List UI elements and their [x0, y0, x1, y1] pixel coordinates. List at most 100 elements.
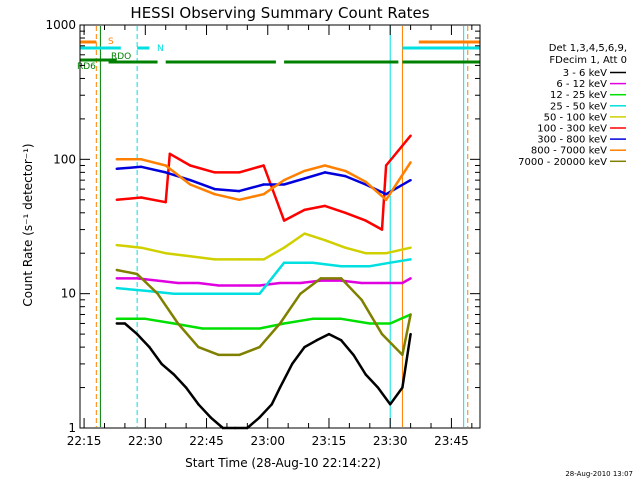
data-point	[401, 386, 404, 389]
data-point	[291, 362, 294, 366]
data-point	[213, 171, 216, 174]
data-point	[389, 403, 392, 406]
data-point	[197, 345, 200, 349]
data-point	[201, 327, 204, 330]
y-tick-label: 1000	[45, 18, 76, 32]
data-point	[340, 265, 343, 268]
data-point	[340, 339, 343, 342]
data-point	[262, 193, 265, 196]
data-point	[384, 198, 388, 201]
data-point	[299, 292, 302, 295]
data-point	[364, 180, 367, 184]
data-point	[344, 174, 347, 178]
x-tick-label: 23:30	[373, 434, 408, 448]
data-point	[140, 196, 143, 199]
data-point	[270, 403, 274, 406]
data-point	[327, 332, 331, 336]
data-point	[344, 211, 347, 214]
legend-entry-label: 100 - 300 keV	[537, 124, 607, 135]
data-point	[189, 183, 192, 186]
data-point	[262, 258, 265, 261]
data-point	[189, 255, 192, 258]
y-axis: 1 10 100 1000	[45, 18, 480, 435]
data-point	[262, 164, 265, 167]
plot-area: S N RDO RD6	[77, 26, 480, 430]
data-point	[156, 292, 159, 295]
data-point	[237, 258, 241, 261]
state-lines-layer: S N RDO RD6	[77, 26, 480, 427]
data-point	[409, 161, 412, 164]
data-point	[135, 272, 139, 276]
legend-header: FDecim 1, Att 0	[549, 55, 627, 66]
legend-entry-label: 300 - 800 keV	[537, 135, 607, 146]
timestamp: 28-Aug-2010 13:07	[565, 470, 633, 478]
data-point	[323, 171, 327, 174]
data-point	[364, 219, 367, 222]
y-axis-label: Count Rate (s⁻¹ detector⁻¹)	[21, 143, 35, 306]
data-point	[303, 232, 306, 235]
series-line-4	[116, 258, 411, 295]
data-point	[229, 327, 233, 330]
data-point	[409, 332, 412, 336]
data-point	[115, 317, 118, 320]
x-tick-label: 22:45	[189, 434, 224, 448]
x-tick-label: 23:45	[434, 434, 469, 448]
data-point	[384, 252, 388, 255]
data-point	[135, 277, 139, 280]
data-point	[115, 243, 118, 247]
data-point	[282, 322, 286, 325]
data-point	[115, 268, 118, 272]
data-point	[299, 281, 302, 285]
data-point	[409, 277, 412, 280]
data-point	[140, 165, 143, 168]
state-flag-rd6: RD6	[77, 62, 96, 72]
data-point	[344, 169, 347, 173]
data-point	[156, 279, 159, 282]
series-layer	[115, 134, 412, 430]
data-point	[115, 277, 118, 280]
data-point	[189, 164, 192, 167]
data-point	[217, 284, 220, 287]
data-point	[197, 281, 200, 285]
data-point	[409, 258, 412, 261]
legend-header: Det 1,3,4,5,6,9,	[549, 43, 627, 54]
y-tick-label: 10	[61, 287, 76, 301]
data-point	[217, 353, 220, 357]
data-point	[303, 345, 306, 349]
data-point	[323, 164, 327, 167]
data-point	[262, 183, 265, 186]
data-point	[409, 313, 412, 316]
series-line-2	[116, 277, 412, 287]
data-point	[144, 289, 147, 293]
data-point	[213, 187, 216, 191]
data-point	[278, 322, 282, 325]
data-point	[282, 219, 286, 222]
data-point	[160, 362, 163, 366]
data-point	[282, 261, 286, 264]
data-point	[258, 416, 261, 419]
data-point	[303, 177, 306, 180]
data-point	[401, 281, 404, 285]
data-point	[135, 332, 139, 336]
data-point	[168, 152, 171, 155]
data-point	[323, 239, 327, 242]
data-point	[258, 284, 261, 287]
data-point	[364, 373, 367, 376]
data-point	[282, 246, 286, 249]
data-point	[237, 171, 241, 174]
data-point	[115, 198, 118, 201]
series-line-9	[116, 268, 412, 357]
data-point	[315, 339, 318, 342]
data-point	[144, 317, 147, 320]
data-point	[164, 200, 167, 204]
data-point	[340, 277, 343, 280]
data-point	[201, 292, 204, 295]
data-point	[140, 158, 143, 161]
data-point	[278, 386, 282, 389]
data-point	[213, 258, 216, 261]
data-point	[380, 228, 384, 231]
data-point	[368, 322, 371, 325]
data-point	[115, 167, 118, 171]
series-line-8	[116, 158, 412, 202]
x-tick-label: 23:00	[250, 434, 285, 448]
